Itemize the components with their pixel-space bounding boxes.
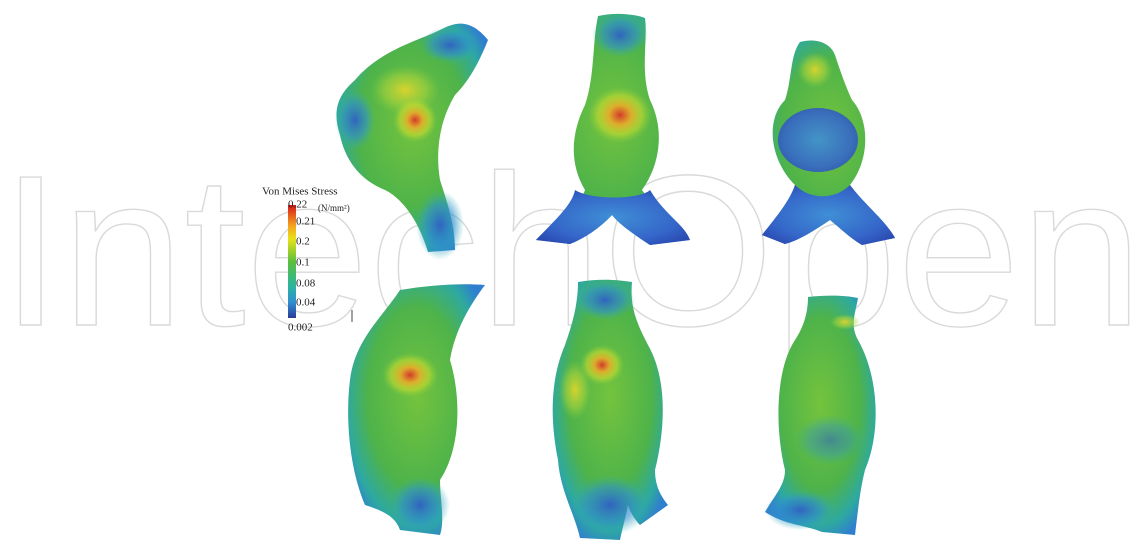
legend-unit: (N/mm²): [318, 203, 350, 213]
legend-tick-label: 0.08: [296, 278, 316, 290]
aneurysm-view: [762, 40, 895, 245]
legend-title: Von Mises Stress: [262, 186, 338, 198]
aneurysm-view: [335, 23, 488, 260]
legend-tick-label: 0.04: [296, 297, 316, 309]
color-legend: Von Mises Stress (N/mm²): [262, 186, 353, 322]
legend-ticks: 0.22 0.21 0.2 0.1 0.08 0.04 0.002: [288, 199, 316, 334]
legend-tick-label: 0.22: [288, 199, 307, 211]
legend-tick-label: 0.21: [296, 216, 315, 228]
legend-tick-label: 0.1: [296, 257, 310, 269]
aneurysm-view: [536, 13, 690, 246]
aneurysm-view: [765, 295, 876, 535]
aneurysm-view: [552, 279, 668, 540]
color-bar: [288, 205, 296, 318]
legend-tick-label: 0.2: [296, 236, 310, 248]
aneurysm-view: [348, 284, 485, 535]
legend-tick-label: 0.002: [288, 322, 313, 334]
